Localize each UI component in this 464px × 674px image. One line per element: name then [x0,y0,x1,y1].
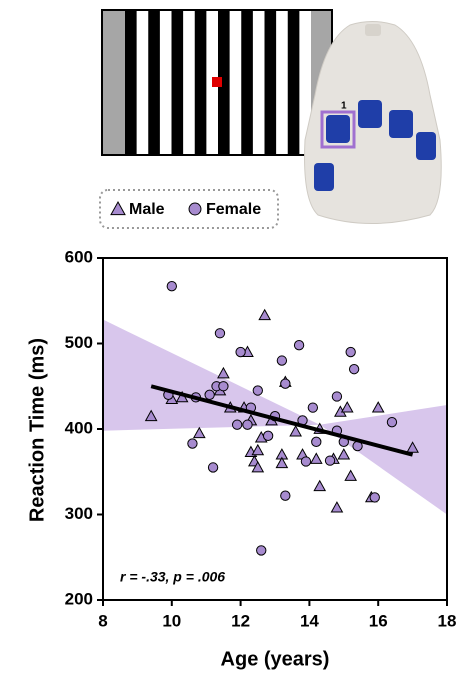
circle-marker [370,493,379,502]
y-axis-title: Reaction Time (ms) [26,338,48,522]
key [358,100,382,128]
circle-marker [236,347,245,356]
circle-marker [332,392,341,401]
circle-marker [312,437,321,446]
circle-marker [219,382,228,391]
gray-side [103,11,125,154]
stripe [148,11,160,154]
y-tick-label: 300 [65,504,93,523]
key [314,163,334,191]
circle-marker [263,431,272,440]
circle-marker [346,347,355,356]
triangle-marker [331,502,342,512]
triangle-marker [218,368,229,378]
triangle-marker [311,453,322,463]
key [326,115,350,143]
x-tick-label: 8 [98,611,107,630]
stripe [125,11,137,154]
key [389,110,413,138]
triangle-marker [314,481,325,491]
y-tick-label: 500 [65,333,93,352]
key-label: 1 [341,101,347,112]
y-tick-label: 200 [65,589,93,608]
key [416,132,436,160]
circle-marker [301,457,310,466]
circle-marker [257,546,266,555]
stripe [241,11,253,154]
circle-marker [387,417,396,426]
device-clip [365,24,381,36]
circle-marker [325,456,334,465]
legend-label: Female [206,201,261,218]
circle-marker [167,282,176,291]
page: {"chart_data": {"type": "scatter", "xlab… [0,0,464,674]
y-tick-label: 600 [65,247,93,266]
x-tick-label: 16 [369,611,388,630]
x-tick-label: 14 [300,611,319,630]
stripe [172,11,184,154]
triangle-marker [373,402,384,412]
circle-marker [281,491,290,500]
x-axis-title: Age (years) [221,648,330,670]
circle-marker [308,403,317,412]
x-tick-label: 18 [438,611,457,630]
circle-marker [294,341,303,350]
circle-marker [215,329,224,338]
triangle-marker [252,445,263,455]
circle-marker [232,420,241,429]
triangle-marker [338,449,349,459]
y-tick-label: 400 [65,418,93,437]
circle-marker [205,390,214,399]
x-tick-label: 10 [162,611,181,630]
triangle-marker [342,402,353,412]
circle-marker [277,356,286,365]
triangle-marker [290,426,301,436]
legend-label: Male [129,201,165,218]
fixation-target [212,77,222,87]
triangle-marker [259,310,270,320]
triangle-marker [194,428,205,438]
circle-marker [189,203,201,215]
triangle-marker [345,471,356,481]
stripe [265,11,277,154]
circle-marker [349,364,358,373]
stripe [288,11,300,154]
stimulus-illustration [102,10,332,155]
circle-marker [208,463,217,472]
circle-marker [281,379,290,388]
circle-marker [253,386,262,395]
circle-marker [188,439,197,448]
figure: 1 MaleFemale 20030040050060081012141618 … [0,0,464,674]
stat-annotation: r = -.33, p = .006 [120,569,225,585]
circle-marker [243,420,252,429]
stripe [195,11,207,154]
x-tick-label: 12 [231,611,250,630]
